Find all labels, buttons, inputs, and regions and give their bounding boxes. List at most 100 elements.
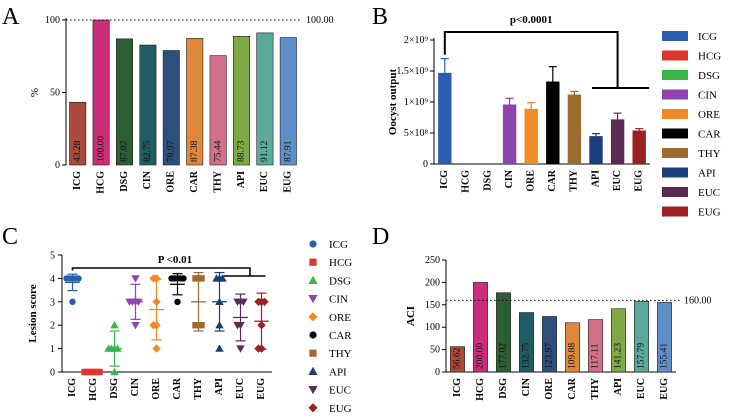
panel-b-bar: [438, 72, 452, 164]
panel-c-legend-marker: [309, 240, 317, 248]
panel-b-y-tick-label: 2×10⁹: [404, 35, 429, 46]
panel-d-y-tick-label: 150: [425, 300, 440, 311]
panel-c-data-point: [104, 344, 113, 352]
panel-d-y-tick-label: 50: [430, 345, 440, 356]
panel-d-bar: [657, 302, 672, 373]
panel-b-category-label: CIN: [504, 169, 515, 188]
panel-b-category-label: HCG: [461, 170, 472, 193]
panel-c-legend-label: EUC: [329, 385, 351, 397]
panel-c-category-label: DSG: [109, 378, 120, 399]
panel-b-category-label: EUG: [633, 170, 644, 192]
panel-d-bar: [496, 292, 511, 373]
panel-c-data-point: [198, 275, 205, 282]
panel-d-value-label: 132.75: [522, 343, 532, 369]
panel-d-value-label: 123.97: [545, 343, 555, 369]
panel-a-chart: 0 50 100% 43.28 ICG 100.00 HCG 87.02 DSG 82.75 CIN…: [29, 15, 334, 194]
panel-b-legend-swatch: [662, 89, 688, 100]
panel-c-data-point: [218, 274, 227, 282]
panel-a-bar: [279, 37, 297, 166]
panel-c-legend-label: DSG: [329, 275, 351, 287]
panel-d-bar: [565, 322, 580, 373]
panel-b-legend-swatch: [662, 167, 688, 178]
panel-c-data-point: [113, 344, 122, 352]
panel-c-category-label: THY: [193, 377, 204, 399]
panel-c-legend-marker: [308, 312, 318, 322]
panel-c-legend-marker: [308, 275, 318, 284]
panel-b-legend-label: DSG: [698, 70, 720, 82]
panel-c-legend-label: THY: [329, 348, 352, 360]
panel-c-data-point: [81, 368, 88, 376]
panel-a-value-label: 43.28: [73, 140, 83, 162]
panel-d-y-tick-label: 200: [425, 277, 440, 288]
panel-a-bar: [209, 55, 227, 166]
panel-d-bar: [519, 312, 534, 373]
panel-b-legend-swatch: [662, 31, 688, 41]
panel-c-significance-bracket: [71, 267, 251, 276]
panel-c-data-point: [215, 297, 224, 305]
panel-d-category-label: DSG: [498, 378, 509, 399]
panel-a-bar: [162, 50, 180, 166]
panel-b-y-axis-label: Oocyst output: [387, 69, 399, 136]
panel-b-category-label: THY: [569, 169, 580, 191]
panel-a-category-label: ICG: [72, 171, 83, 190]
panel-c-category-label: CAR: [172, 377, 183, 399]
panel-c-category-label: CIN: [130, 377, 141, 396]
panel-b-letter: B: [372, 4, 388, 30]
panel-c-data-point: [254, 297, 263, 306]
panel-c-letter: C: [2, 224, 18, 250]
panel-c-legend-marker: [309, 349, 317, 357]
panel-c-data-point: [131, 275, 140, 283]
panel-b-bar: [524, 108, 538, 164]
panel-a-value-label: 88.73: [237, 140, 247, 162]
panel-a-bar: [139, 44, 157, 166]
panel-b-legend-swatch: [662, 70, 688, 80]
panel-b-legend-label: HCG: [698, 51, 721, 63]
panel-a-value-label: 87.91: [283, 140, 293, 162]
panel-b-significance-bracket: [443, 31, 619, 88]
panel-c-y-tick-label: 5: [50, 251, 55, 262]
panel-c-data-point: [134, 298, 143, 306]
panel-c-legend-label: CIN: [329, 294, 348, 306]
panel-c-data-point: [75, 275, 82, 282]
panel-c-legend-marker: [309, 331, 317, 339]
panel-a-y-axis-label: %: [29, 88, 41, 97]
panel-c-legend-marker: [308, 366, 318, 375]
panel-a-value-label: 78.97: [166, 140, 176, 162]
panel-d-category-label: EUC: [636, 378, 647, 399]
panel-c-legend-label: ICG: [329, 239, 348, 251]
panel-b-category-label: DSG: [482, 170, 493, 191]
panel-c-category-label: HCG: [88, 378, 99, 401]
panel-b-bar: [502, 104, 517, 164]
panel-b-legend-label: CAR: [698, 129, 721, 141]
panel-d-category-label: ICG: [452, 378, 463, 397]
panel-a-value-label: 75.44: [213, 140, 223, 162]
panel-d-bar: [588, 319, 603, 373]
panel-c-significance-label: P <0.01: [158, 254, 192, 266]
panel-c-category-label: EUG: [256, 378, 267, 400]
panel-b-legend-label: ORE: [698, 109, 720, 121]
panel-b-legend-swatch: [662, 109, 688, 119]
panel-d-chart: 0 50 100 150 200 250 ACI 56.62 ICG 200.00 HCG 177.0…: [405, 255, 712, 401]
panel-d-category-label: THY: [590, 377, 601, 399]
panel-c-data-point: [257, 321, 266, 330]
panel-a-bar: [116, 38, 133, 166]
panel-a-value-label: 82.75: [143, 140, 153, 162]
panel-d-value-label: 141.23: [614, 343, 624, 369]
panel-b-legend-swatch: [662, 50, 688, 61]
panel-c-legend-label: API: [329, 366, 347, 378]
panel-c-data-point: [233, 298, 242, 306]
panel-c-data-point: [236, 345, 245, 353]
panel-d-category-label: API: [613, 378, 624, 395]
panel-b-significance-label: p<0.0001: [510, 14, 553, 26]
panel-a-letter: A: [2, 4, 20, 30]
panel-c-data-point: [63, 275, 70, 282]
panel-c-data-point: [233, 322, 242, 330]
panel-b-bar: [632, 130, 646, 164]
panel-c-data-point: [168, 275, 175, 282]
panel-c-y-tick-label: 2: [50, 321, 55, 332]
panel-a-bar: [186, 37, 204, 166]
panel-c-y-tick-label: 3: [50, 297, 55, 308]
panel-b-y-tick-label: 5×10⁸: [404, 128, 429, 139]
panel-c-y-tick-label: 1: [50, 344, 55, 355]
